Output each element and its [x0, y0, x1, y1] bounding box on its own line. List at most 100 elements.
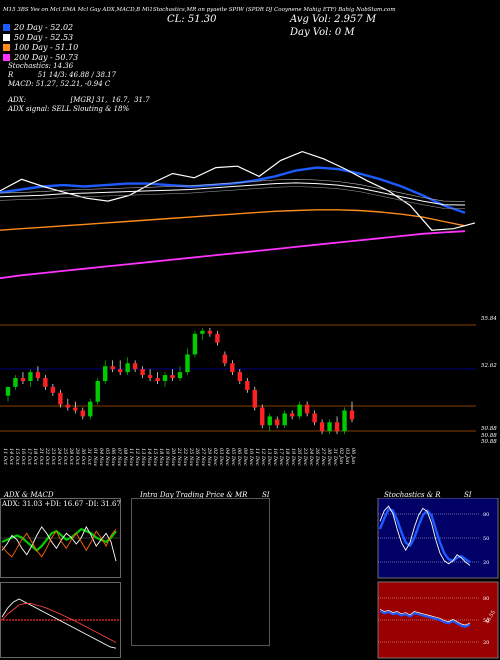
- candlestick-series: [5, 327, 355, 435]
- date-label-48: 19 Dec: [290, 448, 296, 466]
- day-volume-label: Day Vol: 0 M: [290, 27, 355, 38]
- stoch-y-tick-0: 80: [483, 512, 489, 518]
- intraday-panel: [131, 498, 270, 646]
- candle-body-29: [222, 354, 228, 364]
- date-label-54: 30 Dec: [326, 448, 332, 466]
- stochastics-readout: Stochastics: 14.36: [8, 62, 74, 70]
- candle-body-24: [185, 354, 190, 373]
- macd-readout: MACD: 51.27, 52.21, -0.94 C: [8, 80, 111, 88]
- legend-ema200: 200 Day - 50.73: [3, 53, 78, 62]
- date-label-20: 08 Nov: [122, 448, 128, 466]
- date-label-21: 11 Nov: [128, 448, 134, 466]
- date-label-14: 31 Oct: [86, 448, 92, 466]
- candle-body-6: [50, 386, 56, 393]
- intraday-panel-title-right: SI: [262, 491, 270, 499]
- ema200-swatch: [3, 54, 10, 61]
- date-label-38: 05 Dec: [230, 448, 236, 466]
- price-y-tick-4: 50.88: [481, 439, 497, 445]
- date-label-37: 04 Dec: [224, 448, 230, 466]
- rsi-line: [379, 610, 471, 628]
- candle-body-40: [304, 404, 310, 414]
- date-label-24: 14 Nov: [146, 448, 152, 466]
- date-label-4: 17 Oct: [26, 448, 32, 466]
- stoch-d-line: [378, 507, 471, 564]
- date-label-23: 13 Nov: [140, 448, 146, 466]
- date-label-39: 06 Dec: [236, 448, 242, 466]
- date-label-52: 26 Dec: [314, 447, 320, 466]
- candle-body-19: [147, 375, 153, 379]
- price-grid-lines: [0, 324, 476, 432]
- date-label-28: 20 Nov: [170, 447, 176, 466]
- ma-line-2: [0, 209, 466, 231]
- ma-line-0: [0, 166, 466, 214]
- candle-body-21: [162, 375, 168, 381]
- rsi-signal-line: [379, 608, 471, 626]
- stochastics-lines: 80 50 20: [378, 505, 489, 566]
- macd-lines: [0, 598, 121, 649]
- candle-body-41: [312, 413, 317, 423]
- adx-signal-readout: ADX signal: SELL Slouting & 18%: [8, 105, 130, 113]
- candle-body-15: [117, 369, 123, 373]
- candle-body-26: [200, 330, 205, 334]
- legend-ema50-label: 50 Day - 52.53: [14, 33, 74, 42]
- stoch-y-tick-1: 50: [483, 536, 489, 542]
- date-label-26: 18 Nov: [158, 448, 164, 466]
- candle-body-39: [297, 404, 302, 417]
- ma-envelope-1: [0, 186, 466, 209]
- stochastics-panel-title: Stochastics & R: [384, 491, 441, 499]
- date-label-44: 13 Dec: [266, 448, 272, 466]
- candle-body-44: [334, 422, 340, 432]
- candle-body-38: [289, 413, 295, 417]
- date-label-11: 28 Oct: [68, 447, 74, 466]
- date-label-56: 02 Jan: [338, 448, 344, 464]
- ema20-swatch: [3, 24, 10, 31]
- date-label-15: 01 Nov: [92, 448, 98, 466]
- date-label-34: 29 Nov: [206, 447, 212, 466]
- date-label-47: 18 Dec: [284, 448, 290, 466]
- candle-body-31: [237, 372, 243, 381]
- legend-ema100: 100 Day - 51.10: [3, 43, 78, 52]
- date-label-36: 03 Dec: [218, 448, 224, 466]
- candle-body-5: [43, 378, 48, 387]
- macd-line-1: [1, 603, 117, 643]
- legend-ema50: 50 Day - 52.53: [3, 33, 73, 42]
- date-label-10: 25 Oct: [62, 447, 68, 466]
- price-y-tick-0: 55.84: [481, 316, 497, 322]
- date-label-45: 16 Dec: [272, 448, 278, 466]
- date-label-5: 18 Oct: [32, 448, 38, 466]
- candle-body-3: [28, 372, 33, 381]
- date-label-30: 22 Nov: [182, 447, 188, 466]
- date-label-53: 27 Dec: [320, 447, 326, 466]
- adx-line-1: [1, 525, 117, 562]
- date-label-19: 07 Nov: [116, 448, 122, 466]
- ma-line-1: [0, 182, 466, 206]
- ema50-swatch: [3, 34, 10, 41]
- stoch-y-tick-2: 20: [483, 560, 489, 566]
- date-label-55: 31 Dec: [332, 448, 338, 466]
- date-label-1: 14 Oct: [8, 448, 14, 466]
- candle-body-36: [275, 419, 280, 426]
- candle-body-12: [95, 381, 100, 402]
- moving-average-lines: [0, 150, 476, 280]
- adx-readout: ADX: [MGR] 31, 16.7, 31.7: [8, 96, 150, 104]
- candle-body-28: [215, 333, 220, 343]
- candle-body-25: [192, 333, 198, 355]
- candle-body-37: [282, 413, 287, 426]
- date-label-51: 24 Dec: [308, 447, 314, 466]
- adx-line-2: [1, 528, 117, 558]
- close-price-label: CL: 51.30: [167, 14, 217, 25]
- stoch-r-readout: R 51 14/3: 46.88 / 38.17: [8, 71, 117, 79]
- adx-macd-panel-title: ADX & MACD: [4, 491, 54, 499]
- candle-body-43: [327, 422, 332, 432]
- date-label-27: 19 Nov: [164, 448, 170, 466]
- candle-body-2: [20, 378, 26, 381]
- date-axis-labels: 11 Oct 14 Oct 15 Oct 16 Oct 17 Oct 18 Oct 21 O…: [2, 447, 356, 466]
- date-label-58: 06 Jan: [350, 448, 356, 464]
- candle-body-11: [88, 401, 93, 417]
- candle-body-42: [319, 422, 325, 432]
- candle-body-16: [125, 363, 130, 373]
- candle-body-1: [13, 378, 18, 387]
- adx-values-readout: ADX: 31.03 +DI: 16.67 -DI: 31.67: [2, 500, 121, 508]
